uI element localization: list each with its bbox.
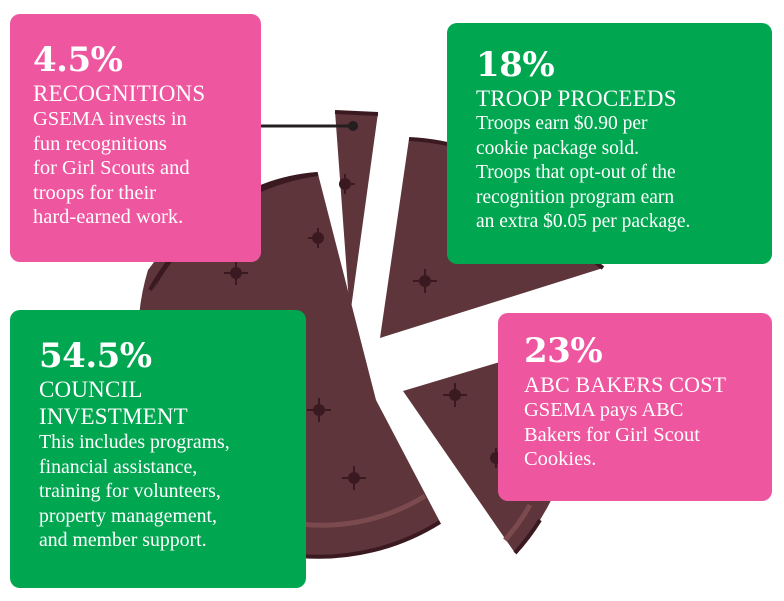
description-line: fun recognitions [33,132,167,155]
description-line: recognition program earn [476,186,675,208]
description-line: Troops that opt-out of the [476,162,676,183]
description-line: for Girl Scouts and [33,157,190,179]
description-line: cookie package sold. [476,137,639,159]
description-line: property management, [39,504,217,527]
description-line: Cookies. [524,448,597,470]
description-line: hard-earned work. [33,206,184,228]
description-line: an extra $0.05 per package. [476,211,691,232]
description-line: troops for their [33,181,156,204]
description-line: and member support. [39,529,207,551]
council-investment-title: COUNCIL INVESTMENT [39,376,306,430]
recognitions-connector-dot [348,121,358,131]
description-line: This includes programs, [39,431,230,453]
title-line: COUNCIL [39,377,143,402]
description-line: GSEMA invests in [33,108,187,130]
description-line: Troops earn $0.90 per [476,113,648,134]
abc-bakers-percent: 23% [524,331,603,371]
council-investment-card: 54.5% COUNCIL INVESTMENT This includes p… [10,310,306,588]
recognitions-description: GSEMA invests in fun recognitions for Gi… [33,107,261,230]
recognitions-title: RECOGNITIONS [33,81,206,106]
description-line: financial assistance, [39,455,198,478]
pie-slice-recognitions [335,111,378,316]
council-investment-percent: 54.5% [39,336,152,376]
troop-proceeds-title: TROOP PROCEEDS [476,86,677,111]
description-line: Bakers for Girl Scout [524,423,700,446]
troop-proceeds-card: 18% TROOP PROCEEDS Troops earn $0.90 per… [447,23,772,264]
description-line: training for volunteers, [39,480,221,502]
troop-proceeds-description: Troops earn $0.90 per cookie package sol… [476,112,772,235]
description-line: GSEMA pays ABC [524,399,684,421]
troop-proceeds-percent: 18% [476,45,555,85]
abc-bakers-description: GSEMA pays ABC Bakers for Girl Scout Coo… [524,398,772,472]
cookie-hole-icons [224,174,502,490]
abc-bakers-title: ABC BAKERS COST [524,372,727,397]
title-line: INVESTMENT [39,404,188,429]
abc-bakers-card: 23% ABC BAKERS COST GSEMA pays ABC Baker… [498,313,772,501]
recognitions-percent: 4.5% [33,40,123,80]
council-investment-description: This includes programs, financial assist… [39,430,306,553]
recognitions-card: 4.5% RECOGNITIONS GSEMA invests in fun r… [10,14,261,262]
